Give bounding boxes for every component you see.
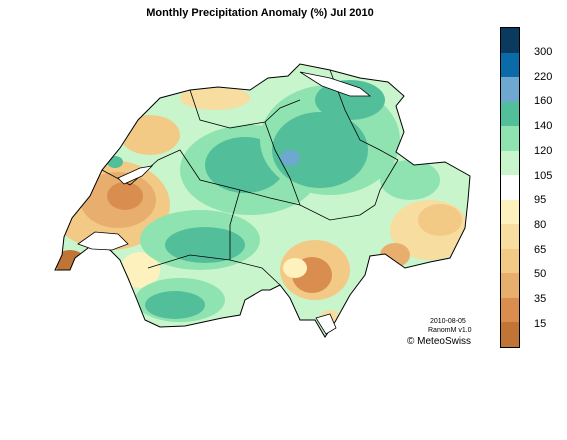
credit-version: RanomM v1.0 — [428, 327, 472, 334]
legend-swatch — [501, 77, 519, 102]
legend-label: 300 — [534, 46, 553, 58]
legend-label: 35 — [534, 293, 547, 305]
legend-swatch — [501, 248, 519, 274]
legend-colorbar — [500, 27, 520, 348]
legend-label: 120 — [534, 145, 553, 157]
legend-label: 15 — [534, 318, 547, 330]
map-title: Monthly Precipitation Anomaly (%) Jul 20… — [146, 7, 374, 19]
legend-label: 65 — [534, 244, 547, 256]
legend-label: 105 — [534, 170, 553, 182]
legend-swatch — [501, 101, 519, 127]
legend-label: 140 — [534, 120, 553, 132]
credit-date: 2010-08-05 — [430, 318, 466, 325]
credit-agency: © MeteoSwiss — [407, 336, 472, 347]
legend-label: 80 — [534, 219, 547, 231]
legend-swatch — [501, 28, 519, 53]
legend-label: 160 — [534, 95, 553, 107]
legend-swatch — [501, 322, 519, 347]
legend-swatch — [501, 175, 519, 200]
legend-swatch — [501, 224, 519, 249]
legend-swatch — [501, 199, 519, 225]
legend-label: 95 — [534, 194, 547, 206]
legend-swatch — [501, 297, 519, 323]
legend-label: 220 — [534, 71, 553, 83]
legend-label: 50 — [534, 268, 547, 280]
legend-swatch — [501, 52, 519, 78]
legend-swatch — [501, 273, 519, 298]
legend-swatch — [501, 150, 519, 176]
legend-swatch — [501, 126, 519, 151]
